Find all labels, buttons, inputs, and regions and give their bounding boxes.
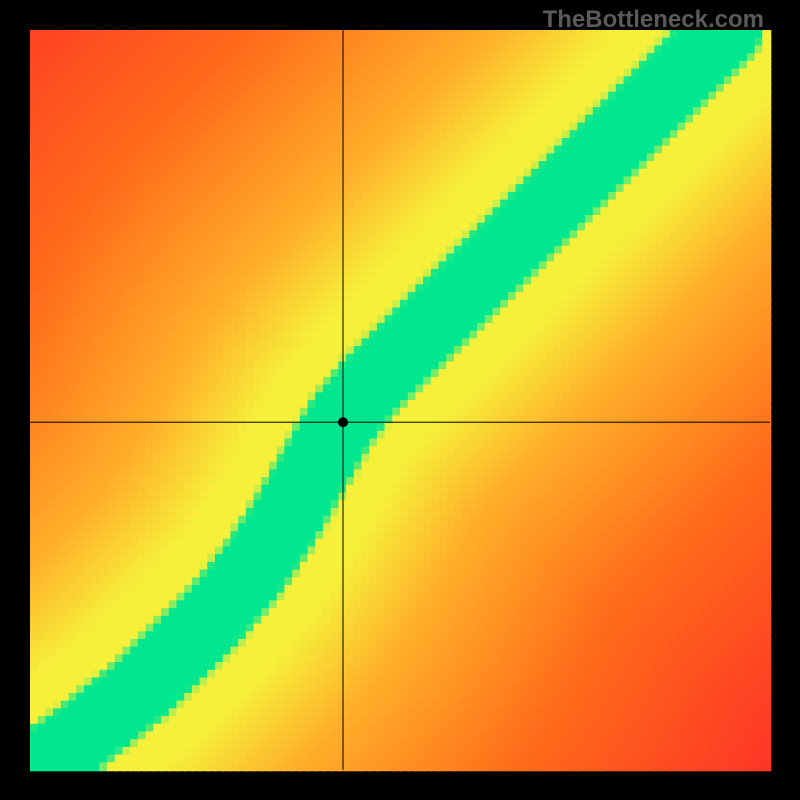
watermark-text: TheBottleneck.com [543, 6, 764, 34]
bottleneck-heatmap [0, 0, 800, 800]
chart-container: TheBottleneck.com [0, 0, 800, 800]
